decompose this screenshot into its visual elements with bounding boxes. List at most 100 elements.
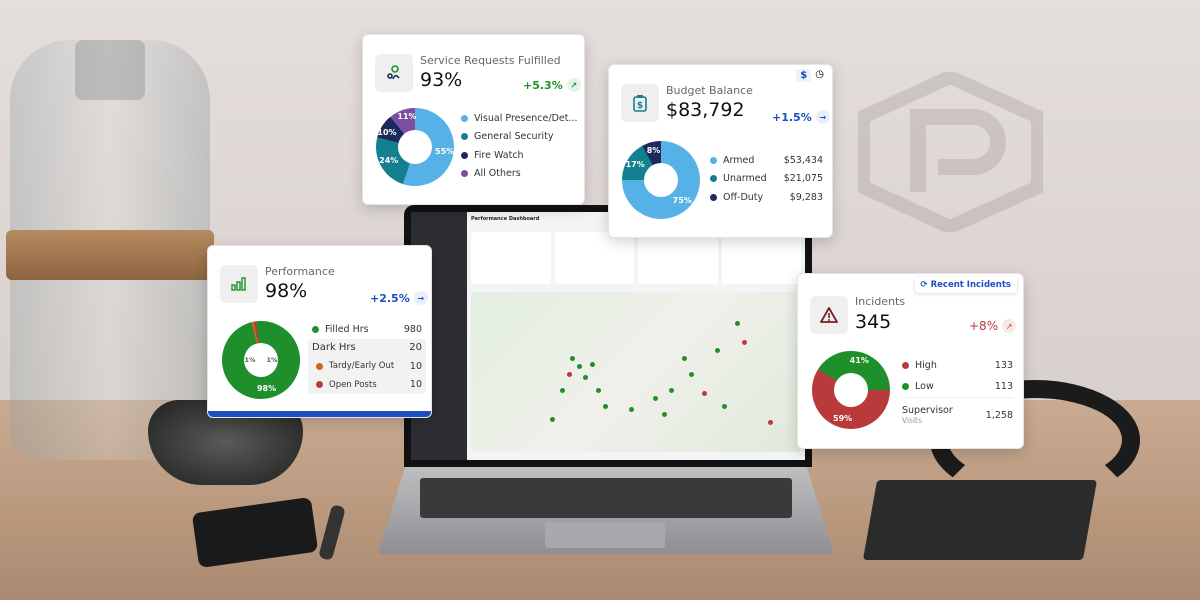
legend-dot	[461, 151, 468, 159]
legend-item: Visual Presence/Det...	[461, 109, 581, 128]
card-value: $83,792	[666, 99, 745, 121]
service-legend: Visual Presence/Det... General Security Fi…	[461, 109, 581, 183]
slice-label: 8%	[646, 145, 661, 155]
slice-label: 75%	[672, 196, 692, 206]
legend-value: $53,434	[783, 154, 823, 166]
map-pin[interactable]	[596, 388, 602, 393]
supervisor-value: 1,258	[985, 409, 1013, 421]
map-pin[interactable]	[570, 356, 575, 361]
legend-dot	[710, 193, 717, 201]
bar-chart-icon	[220, 265, 258, 303]
delta: +5.3% ↗	[523, 78, 581, 92]
legend-label: High	[915, 359, 937, 371]
slice-label: 11%	[397, 112, 417, 121]
service-donut: 55% 24% 10% 11%	[376, 108, 454, 186]
slice-label: 41%	[849, 356, 869, 366]
map-pin[interactable]	[583, 375, 589, 381]
map-pin[interactable]	[550, 416, 556, 422]
map-pin[interactable]	[721, 404, 727, 409]
legend-label: Armed	[723, 154, 755, 166]
dark-hrs-value: 20	[409, 342, 422, 354]
card-value: 98%	[265, 280, 308, 302]
selected-indicator-bar	[208, 411, 431, 417]
legend-dot	[710, 156, 717, 164]
card-title: Service Requests Fulfilled	[420, 54, 561, 67]
clock-icon[interactable]: ◷	[815, 69, 824, 80]
performance-donut: 98% 1% 1%	[222, 321, 300, 399]
laptop-trackpad	[545, 522, 665, 548]
legend-label: Filled Hrs	[325, 323, 369, 335]
arrow-right-icon[interactable]: →	[413, 291, 428, 305]
budget-balance-card: $ ◷ $ Budget Balance $83,792 +1.5% → 75% 1…	[608, 64, 833, 238]
vase-neck	[75, 40, 145, 100]
map-pin[interactable]	[662, 412, 668, 417]
svg-text:$: $	[637, 101, 643, 111]
laptop-keyboard	[420, 478, 792, 518]
card-title: Incidents	[855, 295, 906, 308]
map-pin[interactable]	[682, 356, 688, 361]
legend-value: 980	[403, 323, 422, 335]
legend-item: Off-Duty $9,283	[710, 188, 823, 207]
map-pin[interactable]	[741, 340, 747, 345]
trend-up-icon: ↗	[566, 78, 581, 92]
recent-incidents-button[interactable]: ⟳ Recent Incidents	[914, 277, 1017, 293]
map-pin[interactable]	[566, 372, 572, 377]
legend-label: Visual Presence/Det...	[474, 112, 578, 124]
map-pin[interactable]	[589, 362, 595, 368]
mini-card	[721, 232, 801, 284]
map-pin[interactable]	[735, 320, 740, 326]
map-pin[interactable]	[688, 372, 694, 377]
map-pin[interactable]	[629, 407, 635, 413]
supervisor-label: Supervisor	[902, 405, 953, 416]
map-pin[interactable]	[652, 396, 658, 401]
legend-item: All Others	[461, 165, 581, 184]
map-pin[interactable]	[560, 388, 566, 393]
dollar-toggle[interactable]: $	[796, 69, 812, 82]
legend-label: Tardy/Early Out	[329, 361, 395, 372]
budget-donut: 75% 17% 8%	[622, 141, 700, 219]
trend-up-icon: ↗	[1002, 319, 1017, 333]
legend-value: 113	[994, 381, 1013, 392]
slice-label: 1%	[266, 355, 278, 364]
legend-label: Off-Duty	[723, 191, 764, 203]
arrow-right-icon[interactable]: →	[815, 110, 830, 124]
supervisor-sublabel: Visits	[902, 416, 922, 425]
performance-map[interactable]	[471, 292, 801, 452]
mini-card	[638, 232, 718, 284]
card-title: Budget Balance	[666, 84, 753, 97]
budget-legend: Armed $53,434 Unarmed $21,075 Off-Duty $9,283	[710, 151, 823, 207]
performance-card: Performance 98% +2.5% → 98% 1% 1% Filled Hr…	[207, 245, 432, 418]
legend-item: Armed $53,434	[710, 151, 823, 170]
map-pin[interactable]	[603, 404, 608, 409]
legend-value: $9,283	[789, 191, 823, 203]
service-requests-card: Service Requests Fulfilled 93% +5.3% ↗ 55…	[362, 34, 585, 205]
delta-value: +2.5%	[370, 291, 410, 305]
legend-label: Low	[915, 381, 934, 392]
legend-dot	[461, 170, 468, 178]
legend-item: Unarmed $21,075	[710, 170, 823, 189]
legend-dot	[461, 133, 468, 141]
brand-logo-watermark	[858, 72, 1043, 232]
vase-cork-band	[6, 230, 214, 280]
button-label: Recent Incidents	[930, 280, 1011, 290]
map-pin[interactable]	[715, 348, 721, 353]
people-icon	[375, 54, 413, 92]
map-pin[interactable]	[669, 388, 674, 393]
slice-label: 24%	[379, 156, 399, 166]
map-pin[interactable]	[702, 391, 707, 397]
delta-value: +8%	[969, 319, 999, 333]
legend-value: 133	[994, 359, 1013, 371]
legend-item: Fire Watch	[461, 146, 581, 165]
slice-label: 17%	[625, 159, 645, 169]
slice-label: 1%	[244, 355, 256, 364]
legend-label: Open Posts	[329, 379, 377, 390]
legend-label: Fire Watch	[474, 149, 524, 161]
view-toggle: $ ◷	[796, 69, 824, 82]
map-pin[interactable]	[576, 364, 582, 369]
delta-value: +1.5%	[772, 110, 812, 124]
delta: +1.5% →	[772, 110, 830, 124]
performance-legend: Filled Hrs 980 Dark Hrs 20 Tardy/Early Out…	[308, 320, 426, 394]
map-pin[interactable]	[768, 420, 773, 425]
slice-label: 55%	[435, 146, 455, 156]
legend-value: 10	[409, 360, 422, 372]
